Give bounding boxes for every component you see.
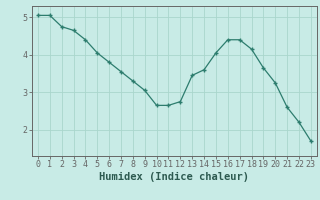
X-axis label: Humidex (Indice chaleur): Humidex (Indice chaleur): [100, 172, 249, 182]
